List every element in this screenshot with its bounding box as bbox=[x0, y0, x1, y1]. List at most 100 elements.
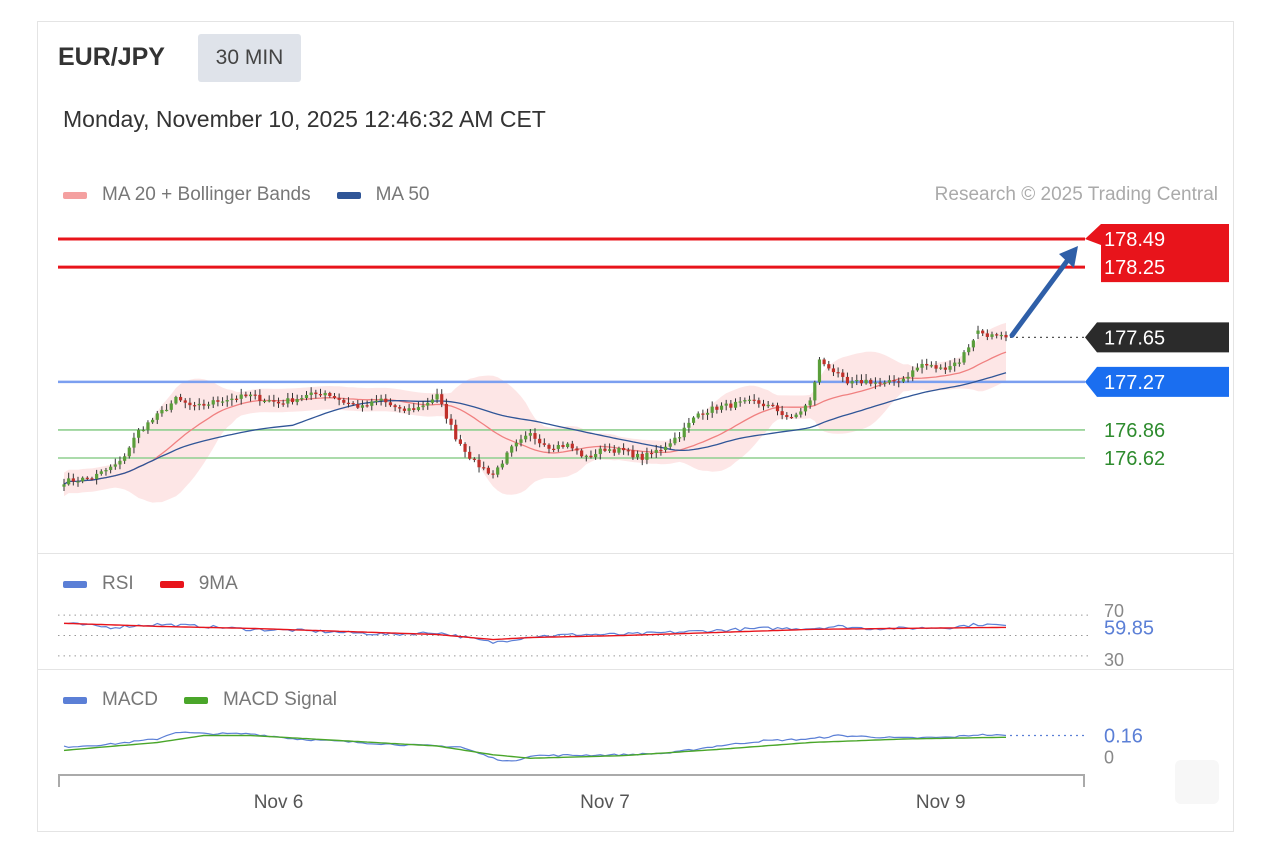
candle bbox=[360, 400, 365, 412]
watermark-logo bbox=[1175, 760, 1219, 804]
candle-body bbox=[239, 394, 243, 399]
legend-ma50-swatch bbox=[336, 191, 361, 199]
forecast-arrow-head bbox=[1059, 246, 1078, 269]
candle-body bbox=[920, 363, 924, 368]
candle bbox=[295, 394, 299, 406]
candle bbox=[374, 395, 379, 406]
candle-body bbox=[90, 478, 94, 480]
candle bbox=[785, 412, 789, 420]
candle bbox=[197, 398, 201, 411]
candle bbox=[491, 470, 495, 479]
candle-body bbox=[206, 404, 211, 406]
candle-body bbox=[705, 412, 710, 415]
candle bbox=[402, 406, 407, 414]
candle-body bbox=[752, 399, 756, 401]
candle-body bbox=[426, 402, 430, 406]
candle-body bbox=[589, 455, 593, 458]
candle-body bbox=[817, 359, 822, 383]
candle bbox=[845, 372, 850, 386]
macd-value-label: 0.16 bbox=[1104, 726, 1143, 748]
candle bbox=[309, 387, 313, 400]
ma50-line bbox=[63, 372, 1007, 485]
timeframe-badge[interactable]: 30 MIN bbox=[198, 34, 301, 82]
candle bbox=[449, 414, 453, 431]
candle bbox=[976, 325, 980, 339]
candle-body bbox=[939, 367, 943, 369]
candle bbox=[729, 399, 733, 411]
candle-body bbox=[109, 466, 113, 471]
candle-body bbox=[85, 477, 89, 479]
candle-body bbox=[318, 394, 323, 396]
candle bbox=[90, 476, 94, 481]
rsi-level-30-label: 30 bbox=[1104, 650, 1124, 670]
candle-body bbox=[883, 382, 887, 384]
candle bbox=[668, 438, 672, 450]
candle-body bbox=[482, 467, 486, 469]
candle-body bbox=[556, 445, 560, 449]
candle bbox=[533, 428, 537, 445]
price-tag-label: 177.27 bbox=[1104, 372, 1165, 394]
candle-body bbox=[374, 400, 379, 402]
candle-body bbox=[985, 333, 989, 337]
candle-body bbox=[332, 396, 337, 398]
candle bbox=[146, 420, 150, 434]
candle-body bbox=[850, 381, 854, 384]
candle-body bbox=[468, 451, 472, 459]
candle-body bbox=[971, 340, 975, 348]
rsi-legend: RSI 9MA bbox=[63, 573, 264, 595]
candle bbox=[99, 469, 103, 476]
candle bbox=[365, 400, 369, 408]
candle-body bbox=[370, 401, 374, 406]
candle-body bbox=[775, 405, 780, 412]
candle bbox=[141, 426, 145, 432]
candle bbox=[766, 400, 770, 409]
candle bbox=[192, 401, 197, 411]
candle bbox=[337, 393, 341, 406]
candle bbox=[682, 422, 686, 441]
candle-body bbox=[803, 405, 808, 412]
candle bbox=[505, 451, 509, 466]
bollinger-band-area bbox=[64, 322, 1006, 503]
candle-body bbox=[831, 368, 836, 373]
candle bbox=[216, 396, 220, 407]
x-tick-label: Nov 6 bbox=[254, 792, 304, 813]
candle bbox=[789, 413, 794, 419]
candle-body bbox=[304, 394, 309, 399]
candle bbox=[775, 402, 780, 416]
macd-line bbox=[63, 731, 1007, 762]
candle-body bbox=[598, 448, 602, 455]
candle bbox=[346, 397, 351, 408]
legend-macd-signal-swatch bbox=[183, 696, 208, 704]
candle-body bbox=[253, 394, 257, 396]
candle-body bbox=[659, 449, 663, 452]
candle-body bbox=[491, 473, 495, 475]
candle bbox=[794, 412, 798, 419]
price-levels bbox=[58, 237, 1085, 459]
candle bbox=[178, 393, 183, 402]
candle bbox=[659, 445, 663, 456]
price-tag-label: 178.25 bbox=[1104, 257, 1165, 279]
candle-body bbox=[388, 402, 393, 406]
candle-body bbox=[701, 413, 705, 415]
candle bbox=[472, 457, 476, 463]
candle bbox=[81, 476, 85, 484]
candle bbox=[188, 397, 192, 410]
candle bbox=[687, 417, 691, 433]
candle-body bbox=[412, 408, 416, 410]
candle-body bbox=[323, 392, 327, 396]
candle-body bbox=[626, 450, 630, 452]
rsi-panel: 70 30 59.85 bbox=[58, 601, 1154, 670]
candle-body bbox=[393, 405, 397, 408]
candle-body bbox=[314, 392, 318, 395]
candle bbox=[370, 398, 374, 411]
candle bbox=[598, 445, 602, 460]
candle-body bbox=[757, 400, 761, 404]
candle bbox=[393, 403, 397, 412]
candle-body bbox=[584, 455, 588, 457]
price-tag-label: 176.86 bbox=[1104, 420, 1165, 442]
candle bbox=[943, 362, 947, 374]
candle-body bbox=[981, 330, 985, 334]
candle-body bbox=[528, 433, 532, 436]
candle bbox=[95, 469, 99, 485]
